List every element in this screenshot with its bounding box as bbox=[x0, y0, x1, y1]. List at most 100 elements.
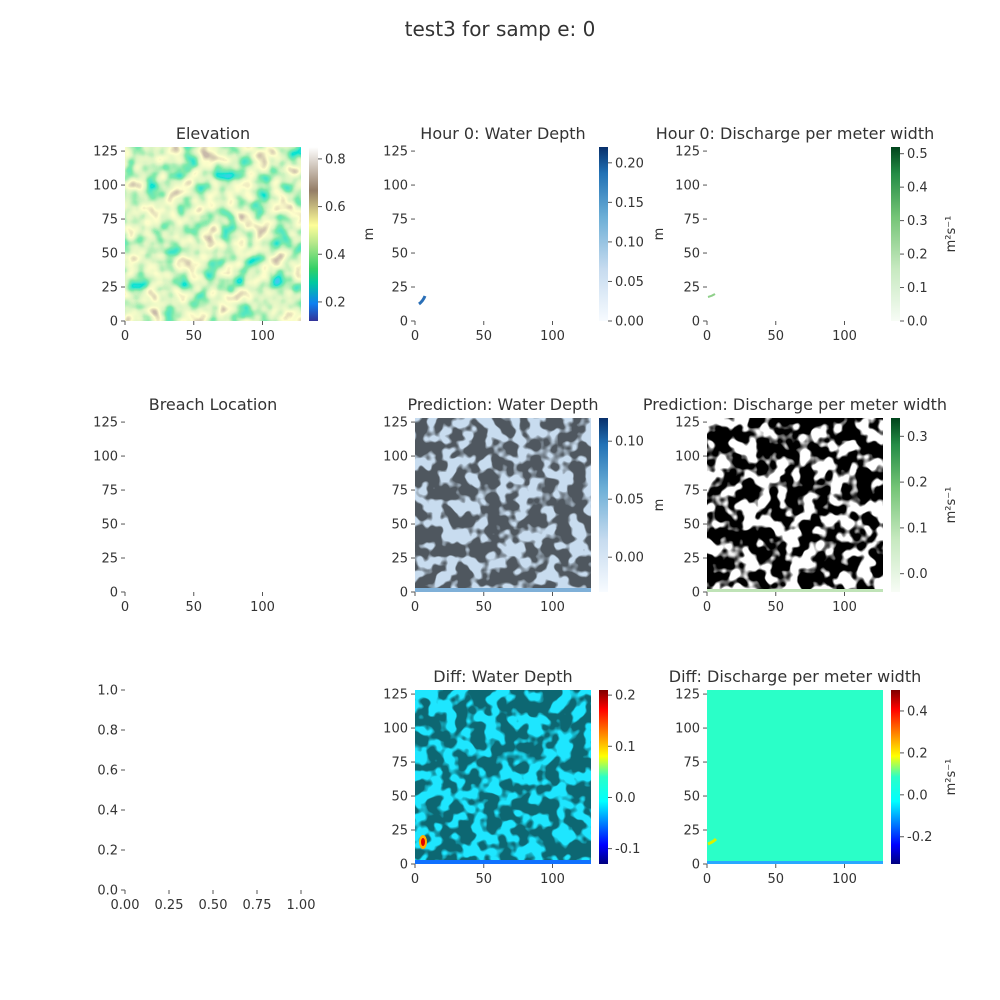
colorbar-tick-label: 0.2 bbox=[907, 476, 928, 491]
y-tick-label: 0 bbox=[692, 586, 700, 601]
y-tick-label: 125 bbox=[675, 416, 700, 431]
y-tick-label: 0 bbox=[400, 858, 408, 873]
panels-layer: Elevation 0 50 100 0 25 50 75 100 125 0.2 0.4 0.6 0.8… bbox=[93, 124, 959, 913]
x-tick-label: 50 bbox=[767, 329, 784, 344]
y-tick-label: 0.4 bbox=[97, 804, 118, 819]
colorbar-tick-label: 0.2 bbox=[907, 248, 928, 263]
panel-5: Prediction: Discharge per meter width 0 50… bbox=[643, 395, 959, 615]
colorbar-gradient bbox=[599, 147, 608, 321]
y-tick-label: 0 bbox=[692, 858, 700, 873]
panel-title: Prediction: Discharge per meter width bbox=[643, 395, 947, 414]
colorbar-tick-label: 0.5 bbox=[907, 147, 928, 162]
x-tick-label: 0.75 bbox=[243, 898, 272, 913]
x-tick-label: 50 bbox=[767, 872, 784, 887]
pred-depth-texture bbox=[415, 418, 591, 592]
colorbar-gradient bbox=[891, 147, 900, 321]
depth-image bbox=[415, 147, 591, 321]
y-tick-label: 0 bbox=[110, 586, 118, 601]
colorbar-tick-label: 0.1 bbox=[907, 521, 928, 536]
x-tick-label: 50 bbox=[185, 329, 202, 344]
y-tick-label: 125 bbox=[383, 416, 408, 431]
colorbar-tick-label: 0.3 bbox=[907, 214, 928, 229]
colorbar-tick-label: 0.2 bbox=[325, 295, 346, 310]
colorbar-tick-label: 0.05 bbox=[615, 275, 644, 290]
y-tick-label: 0 bbox=[692, 315, 700, 330]
y-tick-label: 100 bbox=[675, 179, 700, 194]
y-tick-label: 50 bbox=[391, 790, 408, 805]
y-tick-label: 0 bbox=[400, 315, 408, 330]
colorbar: 0.2 0.4 0.6 0.8 m bbox=[309, 147, 377, 321]
diff-discharge-mark bbox=[707, 837, 718, 846]
colorbar-tick-label: 0.00 bbox=[615, 551, 644, 566]
colorbar-tick-label: 0.0 bbox=[907, 315, 928, 330]
y-tick-label: 0.2 bbox=[97, 844, 118, 859]
elevation-image bbox=[125, 147, 301, 321]
colorbar-tick-label: 0.0 bbox=[615, 791, 636, 806]
colorbar-tick-label: 0.6 bbox=[325, 200, 346, 215]
colorbar-gradient bbox=[891, 418, 900, 592]
colorbar-gradient bbox=[309, 147, 318, 321]
panel-2: Hour 0: Discharge per meter width 0 50 100 0… bbox=[656, 124, 959, 344]
y-tick-label: 50 bbox=[391, 247, 408, 262]
breach-discharge-mark bbox=[707, 293, 716, 298]
empty-axes bbox=[125, 690, 301, 890]
y-tick-label: 100 bbox=[93, 450, 118, 465]
figure-suptitle: test3 for samp e: 0 bbox=[405, 17, 596, 41]
colorbar-tick-label: 0.05 bbox=[615, 493, 644, 508]
x-tick-label: 0 bbox=[411, 600, 419, 615]
panel-3: Breach Location 0 50 100 0 25 50 75 100 125 bbox=[93, 395, 301, 615]
colorbar-tick-label: 0.0 bbox=[907, 788, 928, 803]
colorbar-tick-label: -0.1 bbox=[615, 842, 640, 857]
discharge-image bbox=[707, 147, 883, 321]
x-tick-label: 100 bbox=[540, 329, 565, 344]
x-tick-label: 100 bbox=[832, 600, 857, 615]
y-tick-label: 125 bbox=[93, 416, 118, 431]
x-tick-label: 100 bbox=[540, 600, 565, 615]
x-tick-label: 0 bbox=[703, 600, 711, 615]
colorbar-tick-label: 0.4 bbox=[907, 704, 928, 719]
colorbar-gradient bbox=[599, 418, 608, 592]
y-tick-label: 0.6 bbox=[97, 764, 118, 779]
y-tick-label: 0 bbox=[400, 586, 408, 601]
colorbar-tick-label: 0.4 bbox=[325, 248, 346, 263]
panel-title: Prediction: Water Depth bbox=[407, 395, 598, 414]
colorbar-label: m bbox=[362, 228, 377, 241]
y-tick-label: 25 bbox=[101, 281, 118, 296]
y-tick-label: 75 bbox=[391, 484, 408, 499]
breach-water-mark bbox=[418, 295, 427, 306]
colorbar-label: m²s⁻¹ bbox=[944, 487, 959, 524]
x-tick-label: 0 bbox=[411, 872, 419, 887]
y-tick-label: 0.0 bbox=[97, 884, 118, 899]
x-tick-label: 0.50 bbox=[199, 898, 228, 913]
x-tick-label: 0.25 bbox=[155, 898, 184, 913]
pred-discharge-texture bbox=[707, 418, 883, 592]
panel-title: Diff: Water Depth bbox=[433, 667, 572, 686]
y-tick-label: 100 bbox=[675, 450, 700, 465]
x-tick-label: 50 bbox=[475, 329, 492, 344]
x-tick-label: 100 bbox=[250, 329, 275, 344]
x-tick-label: 50 bbox=[475, 872, 492, 887]
diff-discharge-image bbox=[707, 690, 883, 864]
colorbar-tick-label: 0.10 bbox=[615, 435, 644, 450]
y-tick-label: 25 bbox=[391, 552, 408, 567]
colorbar: 0.00 0.05 0.10 m bbox=[599, 418, 667, 592]
y-tick-label: 125 bbox=[383, 145, 408, 160]
y-tick-label: 50 bbox=[101, 518, 118, 533]
panel-title: Diff: Discharge per meter width bbox=[669, 667, 921, 686]
colorbar-tick-label: 0.20 bbox=[615, 156, 644, 171]
pred-depth-edge bbox=[415, 588, 591, 592]
panel-8: Diff: Discharge per meter width 0 50 100 0 25… bbox=[669, 667, 959, 887]
x-tick-label: 100 bbox=[832, 329, 857, 344]
y-tick-label: 50 bbox=[683, 247, 700, 262]
y-tick-label: 75 bbox=[101, 484, 118, 499]
colorbar-gradient bbox=[891, 690, 900, 864]
panel-title: Elevation bbox=[176, 124, 250, 143]
colorbar-tick-label: 0.10 bbox=[615, 235, 644, 250]
colorbar-tick-label: 0.1 bbox=[615, 740, 636, 755]
pred-discharge-edge bbox=[707, 589, 883, 592]
y-tick-label: 50 bbox=[101, 247, 118, 262]
y-tick-label: 50 bbox=[683, 518, 700, 533]
breach-image bbox=[125, 418, 301, 592]
colorbar: -0.1 0.0 0.1 0.2 bbox=[599, 689, 640, 864]
